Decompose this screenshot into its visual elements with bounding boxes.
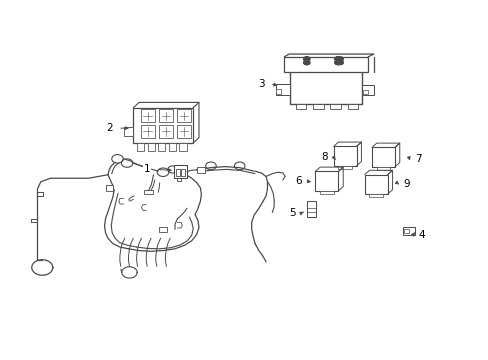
Bar	[364, 175, 387, 194]
Bar	[295, 104, 305, 109]
Bar	[284, 57, 367, 72]
Bar	[338, 166, 351, 169]
Bar	[306, 201, 316, 217]
Circle shape	[303, 60, 309, 65]
Text: 6: 6	[294, 176, 301, 186]
Bar	[133, 108, 193, 143]
Bar	[371, 147, 394, 167]
Bar	[177, 109, 191, 122]
Bar	[159, 109, 173, 122]
Bar	[402, 227, 414, 235]
Bar	[173, 165, 186, 178]
Bar	[315, 171, 338, 191]
Circle shape	[336, 60, 343, 65]
Bar	[312, 104, 323, 109]
Circle shape	[334, 60, 341, 65]
Bar	[176, 170, 180, 176]
Bar	[147, 143, 155, 151]
Circle shape	[303, 57, 309, 62]
Bar	[333, 146, 356, 166]
Bar	[368, 194, 383, 198]
Circle shape	[334, 57, 341, 62]
Circle shape	[334, 60, 341, 65]
Text: 8: 8	[321, 152, 327, 162]
Bar	[106, 185, 112, 191]
Bar	[289, 66, 361, 104]
Bar	[319, 191, 333, 194]
Text: 5: 5	[288, 208, 295, 218]
Bar	[329, 104, 340, 109]
Bar	[177, 125, 191, 138]
Text: 7: 7	[414, 154, 421, 164]
Bar	[137, 143, 144, 151]
Bar	[275, 89, 281, 94]
Bar	[403, 229, 408, 233]
Bar	[158, 143, 165, 151]
Bar	[376, 167, 389, 170]
Bar	[363, 90, 367, 94]
Bar	[168, 143, 176, 151]
Bar	[196, 167, 205, 173]
Text: 2: 2	[106, 123, 112, 133]
Text: 4: 4	[418, 230, 424, 240]
Circle shape	[303, 57, 309, 62]
Bar	[347, 104, 357, 109]
Bar	[144, 190, 153, 194]
Bar	[140, 109, 155, 122]
Bar	[140, 125, 155, 138]
Text: 9: 9	[402, 179, 409, 189]
Circle shape	[336, 57, 343, 62]
Bar	[123, 127, 133, 136]
Bar	[159, 227, 167, 231]
Bar	[179, 143, 186, 151]
Text: 3: 3	[258, 79, 264, 89]
Bar	[181, 170, 184, 176]
Bar	[275, 84, 289, 95]
Bar	[361, 85, 373, 95]
Circle shape	[303, 60, 309, 65]
Circle shape	[334, 57, 341, 62]
Bar	[159, 125, 173, 138]
Text: 1: 1	[143, 165, 150, 174]
